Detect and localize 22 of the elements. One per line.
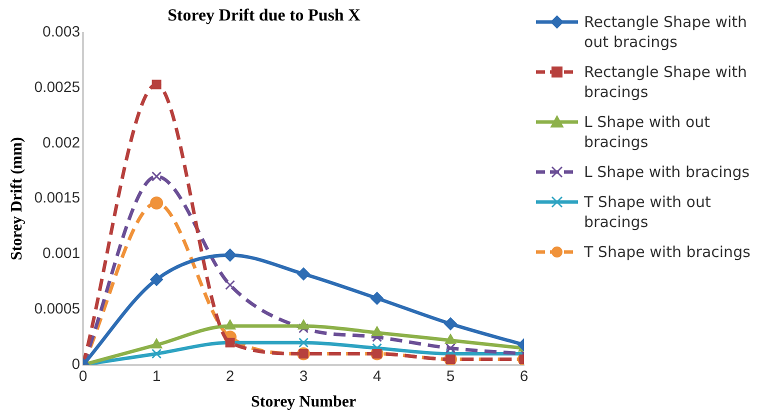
x-tick-label: 6: [520, 368, 528, 385]
y-tick-label: 0.001: [42, 245, 80, 262]
x-tick-label: 2: [226, 368, 234, 385]
legend-label: L Shape with out bracings: [584, 112, 712, 152]
y-tick-label: 0.002: [42, 134, 80, 152]
y-tick-label: 0.0015: [34, 190, 80, 207]
chart-title: Storey Drift due to Push X: [168, 6, 362, 25]
x-tick-label: 1: [152, 368, 161, 385]
x-tick-label: 4: [372, 368, 382, 385]
y-axis-title: Storey Drift (mm): [8, 136, 26, 260]
y-tick-label: 0: [72, 356, 80, 373]
legend-label: L Shape with bracings: [584, 162, 751, 182]
legend-label: Rectangle Shape with bracings: [584, 62, 748, 102]
legend-label: T Shape with out bracings: [584, 192, 712, 232]
x-axis-title: Storey Number: [251, 394, 356, 411]
y-tick-label: 0.003: [42, 24, 80, 41]
legend-label: T Shape with bracings: [584, 242, 752, 262]
x-tick-label: 5: [446, 368, 455, 385]
y-tick-label: 0.0005: [34, 300, 80, 318]
legend-label: Rectangle Shape with out bracings: [584, 12, 748, 52]
y-tick-label: 0.0025: [34, 78, 80, 96]
x-tick-label: 3: [299, 368, 308, 385]
